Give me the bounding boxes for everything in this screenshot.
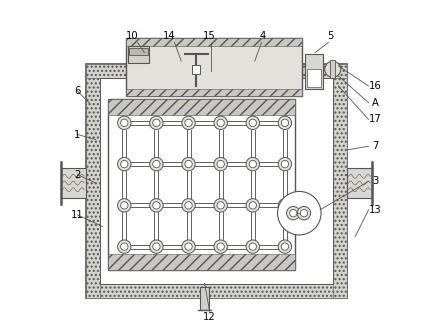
Circle shape (278, 116, 292, 129)
Circle shape (246, 116, 260, 129)
Circle shape (153, 243, 160, 250)
Bar (86, 64, 100, 298)
Text: 1: 1 (74, 130, 81, 139)
Circle shape (297, 207, 311, 220)
Text: 14: 14 (163, 31, 176, 41)
Circle shape (150, 240, 163, 253)
Circle shape (118, 157, 131, 171)
Circle shape (153, 202, 160, 209)
Circle shape (182, 240, 195, 253)
Circle shape (217, 119, 224, 127)
Circle shape (185, 202, 192, 209)
Bar (347, 168, 372, 199)
Circle shape (249, 119, 256, 127)
Circle shape (185, 243, 192, 250)
Circle shape (277, 192, 321, 235)
Circle shape (287, 207, 300, 220)
Bar (307, 69, 321, 87)
Bar (61, 168, 86, 199)
Text: 10: 10 (126, 31, 139, 41)
Circle shape (246, 199, 260, 212)
Bar (107, 99, 295, 270)
Circle shape (278, 240, 292, 253)
Text: 11: 11 (71, 210, 84, 220)
Text: 17: 17 (369, 115, 382, 124)
Circle shape (120, 243, 128, 250)
Text: 2: 2 (74, 170, 81, 180)
Bar (200, 287, 209, 310)
Circle shape (281, 243, 289, 250)
Circle shape (217, 202, 224, 209)
Bar (126, 38, 301, 46)
Circle shape (185, 160, 192, 168)
Circle shape (153, 119, 160, 127)
Circle shape (281, 202, 289, 209)
Circle shape (120, 119, 128, 127)
Circle shape (118, 199, 131, 212)
Text: 13: 13 (369, 205, 382, 215)
Circle shape (182, 157, 195, 171)
Bar (192, 65, 200, 74)
Circle shape (182, 116, 195, 129)
Text: A: A (372, 98, 379, 108)
Circle shape (325, 61, 341, 77)
Circle shape (214, 116, 227, 129)
Bar (128, 46, 149, 62)
Bar (86, 64, 347, 298)
Circle shape (150, 157, 163, 171)
Circle shape (120, 160, 128, 168)
Circle shape (150, 116, 163, 129)
Circle shape (249, 243, 256, 250)
Circle shape (289, 209, 297, 217)
Circle shape (281, 160, 289, 168)
Bar (86, 285, 347, 298)
Text: 5: 5 (327, 31, 333, 41)
Bar (330, 60, 335, 78)
Circle shape (182, 199, 195, 212)
Text: 12: 12 (203, 312, 216, 322)
Circle shape (150, 199, 163, 212)
Circle shape (281, 119, 289, 127)
Circle shape (118, 116, 131, 129)
Text: 4: 4 (260, 31, 266, 41)
Circle shape (120, 202, 128, 209)
Circle shape (153, 160, 160, 168)
Text: 6: 6 (74, 86, 81, 96)
Bar (100, 78, 333, 285)
Circle shape (249, 160, 256, 168)
Circle shape (214, 199, 227, 212)
Text: 7: 7 (372, 141, 379, 151)
Circle shape (278, 199, 292, 212)
Circle shape (246, 157, 260, 171)
Bar (107, 254, 295, 270)
Circle shape (214, 157, 227, 171)
Circle shape (118, 240, 131, 253)
Circle shape (217, 243, 224, 250)
Bar (129, 48, 148, 55)
Circle shape (217, 160, 224, 168)
Bar (86, 64, 347, 78)
Text: 16: 16 (369, 81, 382, 91)
Bar (107, 99, 295, 116)
Circle shape (214, 240, 227, 253)
Bar (126, 38, 301, 96)
Text: 3: 3 (372, 176, 378, 186)
Bar (305, 54, 323, 89)
Circle shape (278, 157, 292, 171)
Circle shape (300, 209, 308, 217)
Circle shape (185, 119, 192, 127)
Bar (333, 64, 347, 298)
Text: 15: 15 (203, 31, 216, 41)
Circle shape (246, 240, 260, 253)
Circle shape (249, 202, 256, 209)
Bar (126, 89, 301, 96)
